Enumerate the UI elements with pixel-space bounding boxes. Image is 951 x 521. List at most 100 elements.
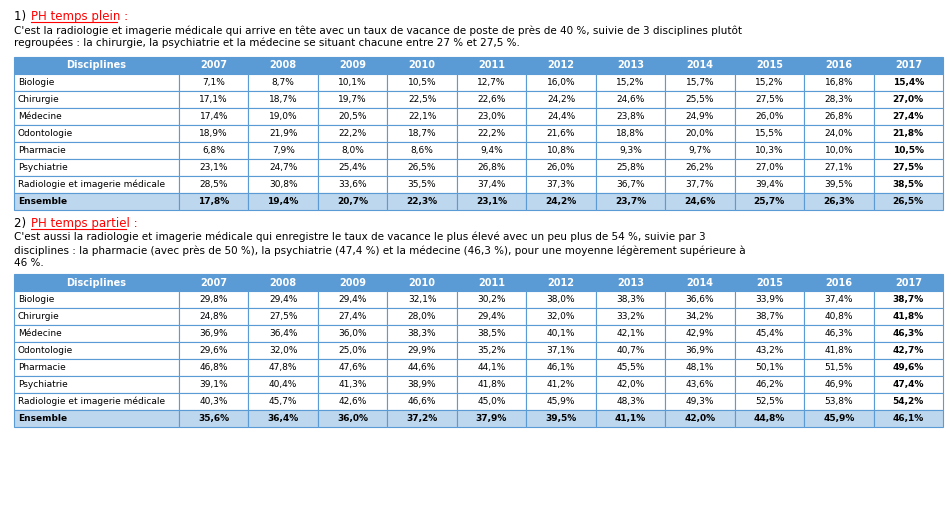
Bar <box>526 193 595 210</box>
Text: 2010: 2010 <box>409 278 436 288</box>
Text: 46,1%: 46,1% <box>893 414 924 423</box>
Bar <box>805 193 874 210</box>
Bar <box>734 393 805 410</box>
Bar <box>318 108 387 125</box>
Bar <box>874 410 943 427</box>
Text: 46,8%: 46,8% <box>200 363 228 372</box>
Text: 22,1%: 22,1% <box>408 112 437 121</box>
Bar <box>387 274 456 291</box>
Bar <box>595 274 665 291</box>
Bar <box>665 108 734 125</box>
Text: Médecine: Médecine <box>18 112 62 121</box>
Text: 44,8%: 44,8% <box>754 414 786 423</box>
Text: 17,8%: 17,8% <box>198 197 229 206</box>
Text: 2010: 2010 <box>409 60 436 70</box>
Bar <box>456 308 526 325</box>
Bar <box>387 342 456 359</box>
Bar <box>14 291 179 308</box>
Text: 9,7%: 9,7% <box>689 146 711 155</box>
Text: Odontologie: Odontologie <box>18 129 73 138</box>
Bar <box>456 176 526 193</box>
Text: Pharmacie: Pharmacie <box>18 146 66 155</box>
Text: 45,4%: 45,4% <box>755 329 784 338</box>
Bar <box>387 159 456 176</box>
Bar <box>805 274 874 291</box>
Bar <box>874 142 943 159</box>
Bar <box>805 393 874 410</box>
Bar <box>734 376 805 393</box>
Text: 27,0%: 27,0% <box>893 95 923 104</box>
Text: 10,5%: 10,5% <box>408 78 437 87</box>
Bar <box>526 308 595 325</box>
Text: 9,4%: 9,4% <box>480 146 503 155</box>
Text: 2016: 2016 <box>825 278 852 288</box>
Bar <box>14 193 179 210</box>
Bar <box>526 325 595 342</box>
Bar <box>665 376 734 393</box>
Text: 47,8%: 47,8% <box>269 363 298 372</box>
Bar <box>248 176 318 193</box>
Bar <box>734 359 805 376</box>
Bar <box>318 410 387 427</box>
Bar <box>665 91 734 108</box>
Bar <box>665 342 734 359</box>
Bar <box>734 291 805 308</box>
Text: 22,2%: 22,2% <box>339 129 367 138</box>
Text: 2): 2) <box>14 217 33 230</box>
Bar <box>179 274 248 291</box>
Text: 39,5%: 39,5% <box>545 414 576 423</box>
Bar <box>805 108 874 125</box>
Bar <box>526 91 595 108</box>
Text: 47,6%: 47,6% <box>339 363 367 372</box>
Text: 45,5%: 45,5% <box>616 363 645 372</box>
Bar <box>734 274 805 291</box>
Bar <box>805 142 874 159</box>
Bar <box>318 193 387 210</box>
Bar <box>665 74 734 91</box>
Text: 27,1%: 27,1% <box>825 163 853 172</box>
Bar <box>526 376 595 393</box>
Bar <box>734 91 805 108</box>
Text: 40,8%: 40,8% <box>825 312 853 321</box>
Bar <box>595 57 665 74</box>
Text: 26,3%: 26,3% <box>824 197 854 206</box>
Text: 26,0%: 26,0% <box>755 112 784 121</box>
Bar <box>595 108 665 125</box>
Text: 40,1%: 40,1% <box>547 329 575 338</box>
Text: Radiologie et imagerie médicale: Radiologie et imagerie médicale <box>18 180 165 189</box>
Text: 39,4%: 39,4% <box>755 180 784 189</box>
Bar <box>179 325 248 342</box>
Bar <box>665 57 734 74</box>
Bar <box>387 410 456 427</box>
Bar <box>665 159 734 176</box>
Text: 2014: 2014 <box>687 60 713 70</box>
Bar <box>318 274 387 291</box>
Bar <box>734 125 805 142</box>
Bar <box>179 91 248 108</box>
Bar <box>14 308 179 325</box>
Bar <box>874 393 943 410</box>
Bar <box>387 291 456 308</box>
Text: 24,0%: 24,0% <box>825 129 853 138</box>
Bar <box>734 410 805 427</box>
Text: 54,2%: 54,2% <box>893 397 924 406</box>
Text: 35,2%: 35,2% <box>477 346 506 355</box>
Text: 37,4%: 37,4% <box>477 180 506 189</box>
Bar <box>387 57 456 74</box>
Bar <box>14 325 179 342</box>
Text: 24,8%: 24,8% <box>200 312 228 321</box>
Bar <box>805 359 874 376</box>
Bar <box>387 74 456 91</box>
Bar <box>734 342 805 359</box>
Bar <box>14 359 179 376</box>
Bar <box>318 393 387 410</box>
Bar <box>665 125 734 142</box>
Text: 40,3%: 40,3% <box>200 397 228 406</box>
Bar <box>179 410 248 427</box>
Text: 36,0%: 36,0% <box>339 329 367 338</box>
Bar <box>248 376 318 393</box>
Bar <box>318 325 387 342</box>
Bar <box>805 125 874 142</box>
Bar <box>456 108 526 125</box>
Bar <box>318 291 387 308</box>
